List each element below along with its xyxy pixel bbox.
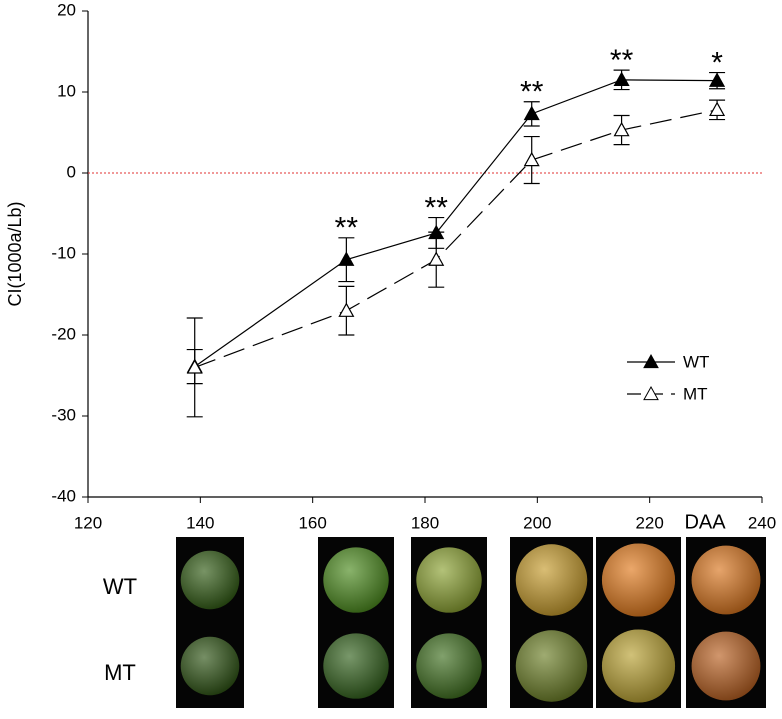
y-tick-label: 20 (57, 0, 76, 19)
fruit-shade (180, 550, 240, 610)
legend-label: WT (683, 352, 709, 371)
x-tick-label: 200 (523, 513, 551, 532)
x-tick-label: 120 (74, 513, 102, 532)
legend-label: MT (683, 384, 708, 403)
fruit-shade (323, 633, 389, 699)
x-axis-label: DAA (684, 511, 726, 533)
marker (523, 105, 540, 121)
x-tick-label: 140 (186, 513, 214, 532)
fruit-shade (601, 629, 676, 703)
y-tick-label: 10 (57, 81, 76, 100)
marker (338, 302, 355, 317)
annotation: ** (335, 212, 359, 245)
fruit-shade (691, 631, 761, 701)
marker (186, 359, 203, 374)
x-tick-label: 220 (635, 513, 663, 532)
fruit-shade (323, 547, 389, 613)
marker (428, 251, 445, 266)
y-tick-label: -30 (51, 405, 76, 424)
y-tick-label: 0 (67, 162, 76, 181)
marker (338, 251, 355, 266)
fruit-shade (691, 545, 761, 615)
fruit-shade (515, 630, 588, 702)
x-tick-label: 240 (748, 513, 776, 532)
annotation: ** (520, 76, 544, 109)
fruit-shade (515, 544, 588, 616)
annotation: * (711, 46, 723, 79)
fruit-shade (416, 547, 482, 613)
photo-row-label: MT (104, 660, 136, 685)
annotation: ** (425, 191, 449, 224)
marker (613, 71, 630, 87)
legend-marker (643, 353, 659, 369)
annotation: ** (610, 44, 634, 77)
legend-marker (643, 385, 659, 401)
y-axis-label: CI(1000a/Lb) (5, 201, 25, 306)
photo-row-label: WT (103, 574, 137, 599)
marker (523, 151, 540, 167)
y-tick-label: -20 (51, 324, 76, 343)
series-line (194, 109, 718, 368)
x-tick-label: 180 (411, 513, 439, 532)
marker (613, 121, 630, 137)
x-tick-label: 160 (298, 513, 326, 532)
fruit-shade (601, 543, 676, 617)
fruit-shade (416, 633, 482, 699)
fruit-shade (180, 636, 240, 696)
y-tick-label: -10 (51, 243, 76, 262)
marker (709, 72, 726, 87)
marker (709, 101, 726, 117)
series-line (194, 79, 718, 368)
y-tick-label: -40 (51, 486, 76, 505)
